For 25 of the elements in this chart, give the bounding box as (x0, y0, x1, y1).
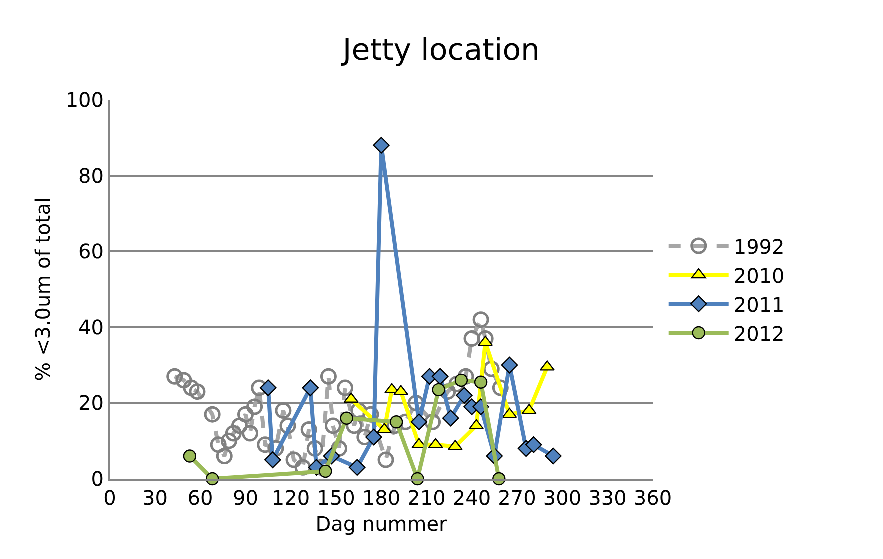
x-tick-label: 330 (588, 486, 627, 510)
y-tick-label: 100 (66, 88, 104, 112)
x-tick-label: 60 (188, 486, 214, 510)
x-tick-label: 30 (142, 486, 168, 510)
x-tick-label: 120 (272, 486, 310, 510)
legend-label: 2010 (734, 264, 785, 288)
y-tick-label: 80 (78, 164, 104, 188)
y-tick-label: 60 (78, 240, 104, 264)
x-tick-label: 360 (634, 486, 672, 510)
x-tick-label: 150 (317, 486, 356, 510)
y-tick-label: 0 (91, 467, 104, 491)
x-tick-label: 270 (498, 486, 536, 510)
legend-label: 2011 (734, 292, 785, 317)
x-axis-title: Dag nummer (316, 512, 448, 536)
x-tick-label: 90 (233, 486, 258, 510)
legend-label: 2012 (734, 322, 785, 346)
y-tick-label: 20 (78, 391, 104, 416)
chart-title: Jetty location (340, 33, 540, 68)
x-tick-label: 210 (408, 486, 446, 510)
y-axis-title: % <3.0um of total (30, 198, 55, 382)
x-tick-label: 240 (452, 486, 492, 510)
x-tick-label: 300 (543, 486, 582, 510)
y-tick-label: 40 (78, 315, 104, 340)
x-tick-label: 180 (362, 486, 401, 510)
legend-label: 1992 (734, 234, 785, 259)
